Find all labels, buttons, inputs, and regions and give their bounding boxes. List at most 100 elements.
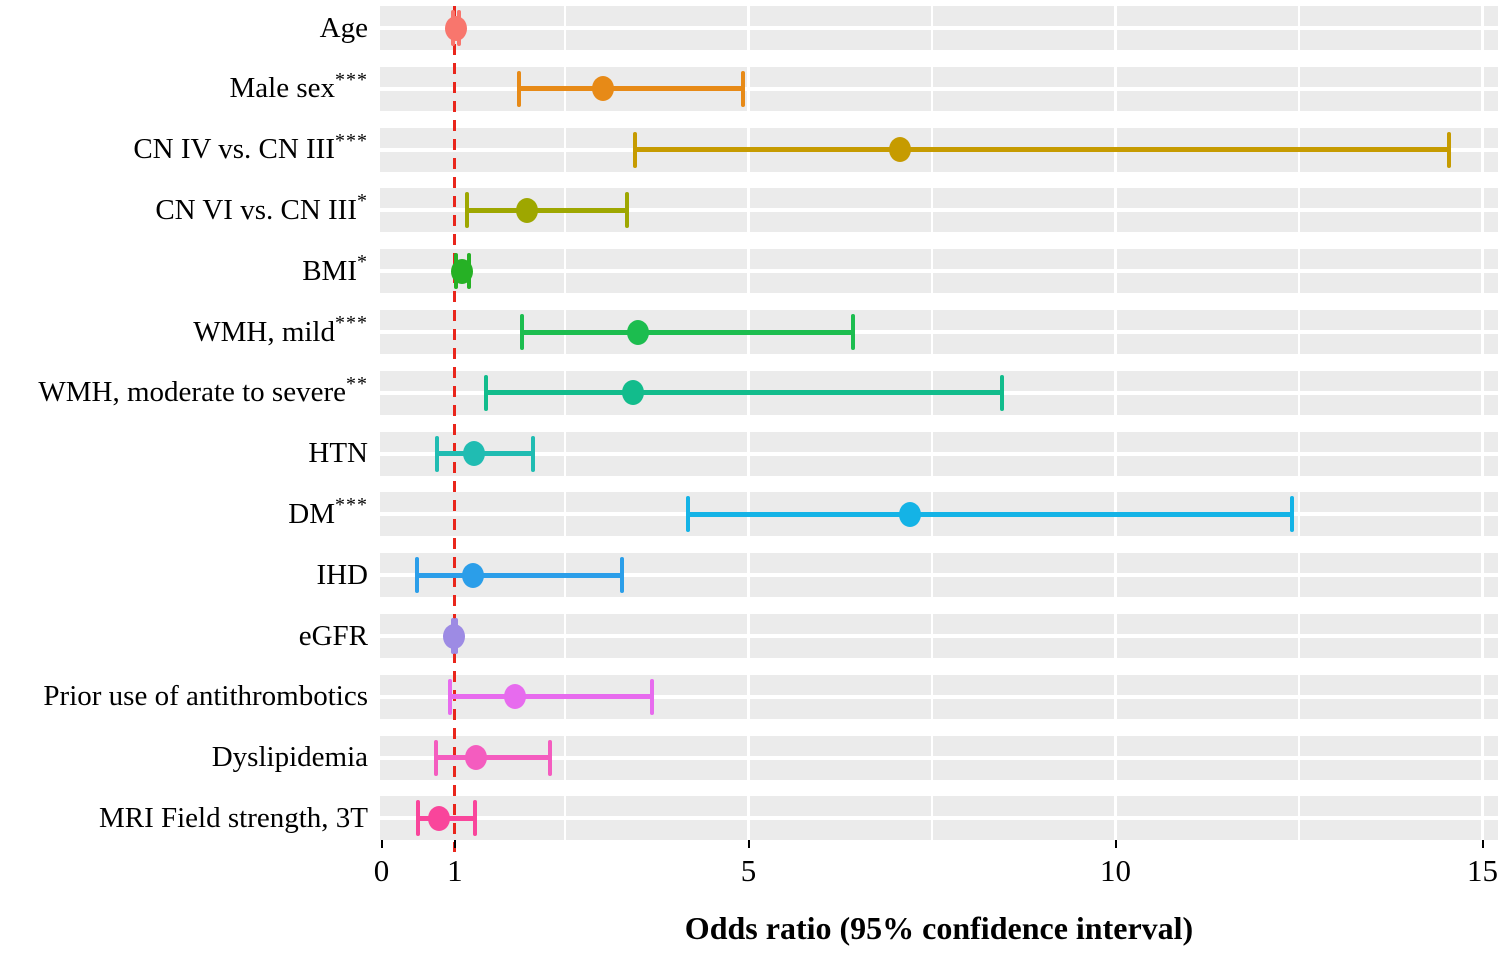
or-point bbox=[450, 258, 473, 284]
or-point bbox=[443, 623, 466, 649]
ci-line bbox=[449, 694, 652, 700]
ci-line bbox=[435, 755, 551, 761]
ci-cap-left bbox=[416, 800, 421, 837]
row-center-gridline bbox=[380, 634, 1498, 638]
category-label: Dyslipidemia bbox=[0, 736, 368, 780]
ci-line bbox=[417, 572, 622, 578]
ci-cap-right bbox=[625, 192, 630, 229]
x-tick-label: 10 bbox=[1100, 853, 1131, 889]
ci-cap-right bbox=[473, 800, 478, 837]
ci-cap-left bbox=[516, 70, 521, 107]
row-center-gridline bbox=[380, 330, 1498, 334]
x-tick bbox=[1481, 840, 1484, 849]
ci-cap-right bbox=[649, 678, 654, 715]
category-label: WMH, moderate to severe ** bbox=[38, 372, 368, 409]
category-label: CN IV vs. CN III *** bbox=[133, 129, 368, 166]
category-label: HTN bbox=[0, 432, 368, 476]
or-point bbox=[515, 197, 538, 223]
row-band bbox=[380, 249, 1498, 294]
or-point bbox=[444, 15, 467, 41]
category-label: eGFR bbox=[0, 614, 368, 658]
ci-line bbox=[518, 86, 743, 92]
x-tick bbox=[747, 840, 750, 849]
category-label-text: Prior use of antithrombotics bbox=[43, 680, 368, 713]
or-point bbox=[462, 441, 485, 467]
ci-line bbox=[688, 511, 1293, 517]
ci-cap-right bbox=[1000, 374, 1005, 411]
x-tick bbox=[1114, 840, 1117, 849]
x-tick-label: 15 bbox=[1467, 853, 1498, 889]
or-point bbox=[428, 805, 451, 831]
ci-cap-left bbox=[465, 192, 470, 229]
ci-cap-left bbox=[415, 557, 420, 594]
or-point bbox=[462, 562, 485, 588]
row-center-gridline bbox=[380, 269, 1498, 274]
category-label: Age bbox=[0, 6, 368, 50]
category-label: WMH, mild *** bbox=[193, 312, 368, 348]
x-tick bbox=[453, 840, 456, 849]
category-label-text: BMI bbox=[302, 254, 357, 287]
category-label-text: Dyslipidemia bbox=[211, 741, 368, 774]
category-label: IHD bbox=[0, 553, 368, 597]
ci-line bbox=[521, 329, 853, 335]
ci-cap-right bbox=[530, 435, 535, 472]
row-center-gridline bbox=[380, 86, 1498, 91]
category-label: BMI * bbox=[302, 251, 368, 287]
ci-line bbox=[437, 451, 533, 457]
category-label-text: IHD bbox=[316, 558, 368, 591]
or-point bbox=[465, 745, 488, 771]
ci-cap-right bbox=[850, 314, 855, 350]
row-center-gridline bbox=[380, 208, 1498, 213]
row-center-gridline bbox=[380, 573, 1498, 578]
row-band bbox=[380, 6, 1498, 50]
ci-cap-left bbox=[484, 374, 489, 411]
category-label-text: WMH, mild bbox=[193, 315, 335, 348]
row-center-gridline bbox=[380, 451, 1498, 456]
category-label: DM *** bbox=[288, 494, 368, 530]
x-axis-title: Odds ratio (95% confidence interval) bbox=[684, 910, 1194, 947]
category-label-text: DM bbox=[288, 497, 335, 530]
category-label: CN VI vs. CN III * bbox=[155, 190, 368, 226]
ci-cap-left bbox=[433, 739, 438, 776]
ci-cap-right bbox=[1446, 131, 1451, 168]
ci-cap-right bbox=[619, 557, 624, 594]
category-label: Male sex *** bbox=[229, 68, 368, 105]
category-label-text: WMH, moderate to severe bbox=[38, 376, 346, 409]
x-tick-label: 5 bbox=[740, 853, 757, 889]
category-label-text: CN IV vs. CN III bbox=[133, 133, 335, 166]
ci-cap-right bbox=[740, 70, 745, 107]
or-point bbox=[889, 137, 912, 163]
ci-cap-left bbox=[686, 496, 691, 533]
category-label-text: Age bbox=[319, 11, 368, 44]
x-tick-label: 0 bbox=[373, 853, 390, 889]
category-label-text: HTN bbox=[308, 437, 368, 470]
ci-cap-left bbox=[435, 435, 440, 472]
row-center-gridline bbox=[380, 26, 1498, 30]
ci-line bbox=[635, 147, 1449, 153]
ci-line bbox=[486, 390, 1003, 396]
or-point bbox=[504, 684, 527, 710]
ci-cap-right bbox=[1290, 496, 1295, 533]
ci-line bbox=[467, 207, 628, 213]
row-band bbox=[380, 796, 1498, 841]
row-center-gridline bbox=[380, 694, 1498, 699]
or-point bbox=[592, 76, 615, 102]
or-point bbox=[626, 319, 649, 345]
category-label-text: eGFR bbox=[298, 619, 368, 652]
row-center-gridline bbox=[380, 755, 1498, 760]
row-band bbox=[380, 614, 1498, 658]
ci-cap-left bbox=[519, 314, 524, 350]
or-point bbox=[898, 501, 921, 527]
category-label: Prior use of antithrombotics bbox=[0, 675, 368, 719]
x-tick-label: 1 bbox=[447, 853, 463, 889]
reference-line bbox=[453, 6, 457, 853]
ci-cap-right bbox=[548, 739, 553, 776]
category-label: MRI Field strength, 3T bbox=[0, 796, 368, 840]
category-label-text: CN VI vs. CN III bbox=[155, 193, 357, 226]
ci-cap-left bbox=[447, 678, 452, 715]
row-band bbox=[380, 431, 1498, 476]
or-point bbox=[622, 380, 645, 406]
category-label-text: Male sex bbox=[229, 72, 336, 105]
category-label-text: MRI Field strength, 3T bbox=[98, 801, 368, 834]
